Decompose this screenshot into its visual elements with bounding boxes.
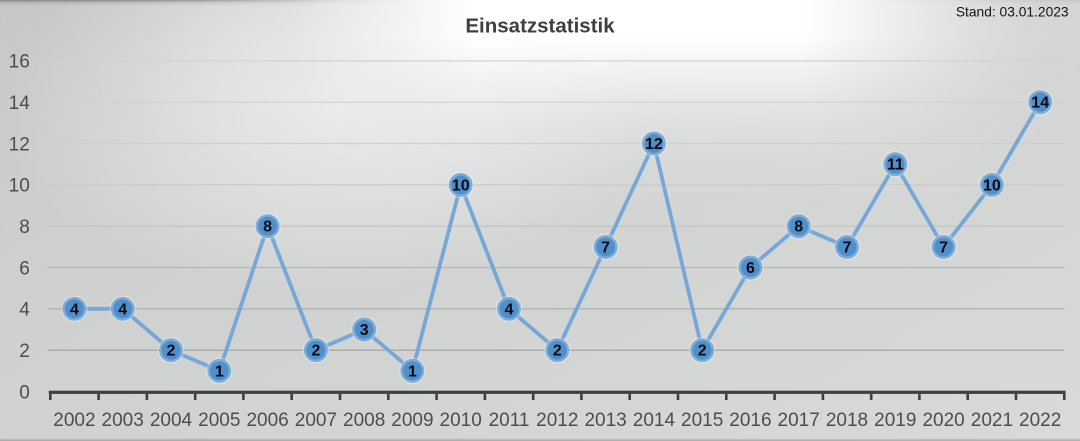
svg-text:2: 2	[19, 341, 30, 362]
svg-text:2: 2	[553, 343, 562, 360]
svg-text:2005: 2005	[198, 410, 240, 431]
svg-text:10: 10	[452, 177, 470, 194]
svg-text:14: 14	[1031, 95, 1049, 112]
svg-text:3: 3	[360, 322, 369, 339]
svg-text:2006: 2006	[246, 410, 288, 431]
svg-text:8: 8	[263, 219, 272, 236]
svg-text:10: 10	[983, 177, 1001, 194]
svg-text:4: 4	[505, 301, 514, 318]
svg-text:Einsatzstatistik: Einsatzstatistik	[465, 14, 615, 37]
svg-text:2015: 2015	[681, 410, 723, 431]
svg-text:2021: 2021	[971, 410, 1013, 431]
svg-text:4: 4	[19, 300, 30, 321]
svg-text:2018: 2018	[826, 410, 868, 431]
svg-text:2017: 2017	[778, 410, 820, 431]
svg-text:2016: 2016	[729, 410, 771, 431]
svg-text:2: 2	[311, 343, 320, 360]
svg-text:7: 7	[843, 239, 852, 256]
svg-text:2: 2	[698, 343, 707, 360]
svg-text:Stand: 03.01.2023: Stand: 03.01.2023	[956, 5, 1069, 20]
svg-text:2010: 2010	[440, 410, 482, 431]
svg-text:7: 7	[601, 239, 610, 256]
svg-text:2003: 2003	[102, 410, 144, 431]
svg-text:4: 4	[70, 301, 79, 318]
svg-text:2012: 2012	[536, 410, 578, 431]
svg-text:12: 12	[9, 134, 30, 155]
svg-text:2022: 2022	[1019, 410, 1061, 431]
svg-text:2013: 2013	[584, 410, 626, 431]
svg-text:0: 0	[19, 382, 30, 403]
svg-text:14: 14	[9, 93, 31, 114]
svg-text:7: 7	[939, 239, 948, 256]
svg-text:1: 1	[215, 363, 224, 380]
svg-text:6: 6	[19, 258, 30, 279]
svg-text:8: 8	[794, 219, 803, 236]
svg-text:11: 11	[887, 157, 904, 174]
svg-text:12: 12	[645, 136, 663, 153]
svg-text:8: 8	[19, 217, 30, 238]
svg-text:2014: 2014	[633, 410, 676, 431]
svg-text:6: 6	[746, 260, 755, 277]
svg-text:2008: 2008	[343, 410, 385, 431]
svg-text:2011: 2011	[489, 410, 530, 431]
svg-text:2004: 2004	[150, 410, 193, 431]
svg-text:16: 16	[9, 52, 30, 73]
svg-text:10: 10	[9, 176, 30, 197]
svg-text:1: 1	[408, 363, 417, 380]
svg-text:2007: 2007	[295, 410, 337, 431]
svg-text:2009: 2009	[391, 410, 433, 431]
svg-text:2: 2	[167, 343, 176, 360]
svg-text:2002: 2002	[53, 410, 95, 431]
svg-text:2019: 2019	[874, 410, 916, 431]
svg-text:2020: 2020	[922, 410, 964, 431]
svg-text:4: 4	[118, 301, 127, 318]
